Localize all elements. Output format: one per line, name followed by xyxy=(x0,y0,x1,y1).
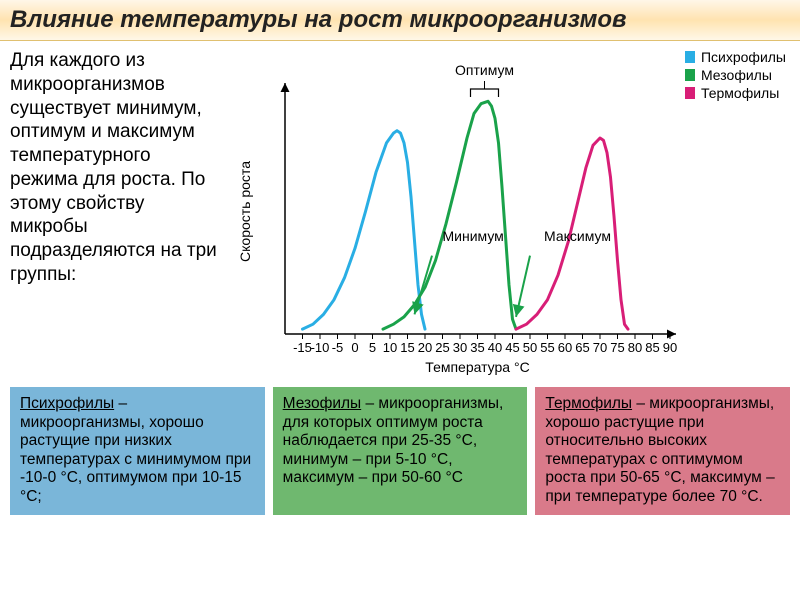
info-box-title: Термофилы xyxy=(545,395,632,412)
svg-text:85: 85 xyxy=(645,340,659,355)
legend-swatch xyxy=(685,51,695,63)
page-title: Влияние температуры на рост микроорганиз… xyxy=(10,6,790,34)
svg-text:65: 65 xyxy=(575,340,589,355)
legend-item: Термофилы xyxy=(685,85,786,101)
svg-text:30: 30 xyxy=(453,340,467,355)
svg-text:5: 5 xyxy=(369,340,376,355)
legend-label: Мезофилы xyxy=(701,67,772,83)
legend-item: Психрофилы xyxy=(685,49,786,65)
legend-label: Термофилы xyxy=(701,85,779,101)
legend-swatch xyxy=(685,87,695,99)
svg-text:-15: -15 xyxy=(293,340,312,355)
intro-text: Для каждого из микроорганизмов существуе… xyxy=(10,49,230,379)
title-bar: Влияние температуры на рост микроорганиз… xyxy=(0,0,800,41)
svg-text:75: 75 xyxy=(610,340,624,355)
info-box: Психрофилы – микроорганизмы, хорошо раст… xyxy=(10,387,265,515)
svg-text:35: 35 xyxy=(470,340,484,355)
svg-text:90: 90 xyxy=(663,340,677,355)
svg-text:-10: -10 xyxy=(311,340,330,355)
info-box: Мезофилы – микроорганизмы, для которых о… xyxy=(273,387,528,515)
svg-text:20: 20 xyxy=(418,340,432,355)
svg-text:0: 0 xyxy=(351,340,358,355)
svg-text:45: 45 xyxy=(505,340,519,355)
chart-area: Психрофилы Мезофилы Термофилы -15-10-5 05 10… xyxy=(230,49,790,379)
svg-text:50: 50 xyxy=(523,340,537,355)
curve-mesophiles xyxy=(383,101,516,329)
svg-text:10: 10 xyxy=(383,340,397,355)
maximum-label: Максимум xyxy=(544,228,611,244)
curve-psychrophiles xyxy=(303,131,426,329)
legend: Психрофилы Мезофилы Термофилы xyxy=(685,49,786,103)
minimum-label: Минимум xyxy=(443,228,504,244)
svg-text:-5: -5 xyxy=(332,340,344,355)
info-box-title: Мезофилы xyxy=(283,395,362,412)
legend-label: Психрофилы xyxy=(701,49,786,65)
legend-item: Мезофилы xyxy=(685,67,786,83)
svg-text:40: 40 xyxy=(488,340,502,355)
info-box: Термофилы – микроорганизмы, хорошо расту… xyxy=(535,387,790,515)
svg-text:70: 70 xyxy=(593,340,607,355)
info-boxes: Психрофилы – микроорганизмы, хорошо раст… xyxy=(0,379,800,525)
optimum-label: Оптимум xyxy=(455,62,514,78)
legend-swatch xyxy=(685,69,695,81)
svg-text:55: 55 xyxy=(540,340,554,355)
svg-text:15: 15 xyxy=(400,340,414,355)
x-axis-label: Температура °C xyxy=(425,359,529,375)
svg-text:80: 80 xyxy=(628,340,642,355)
content-row: Для каждого из микроорганизмов существуе… xyxy=(0,41,800,379)
info-box-title: Психрофилы xyxy=(20,395,114,412)
svg-text:60: 60 xyxy=(558,340,572,355)
y-axis-label: Скорость роста xyxy=(237,161,253,262)
svg-text:25: 25 xyxy=(435,340,449,355)
